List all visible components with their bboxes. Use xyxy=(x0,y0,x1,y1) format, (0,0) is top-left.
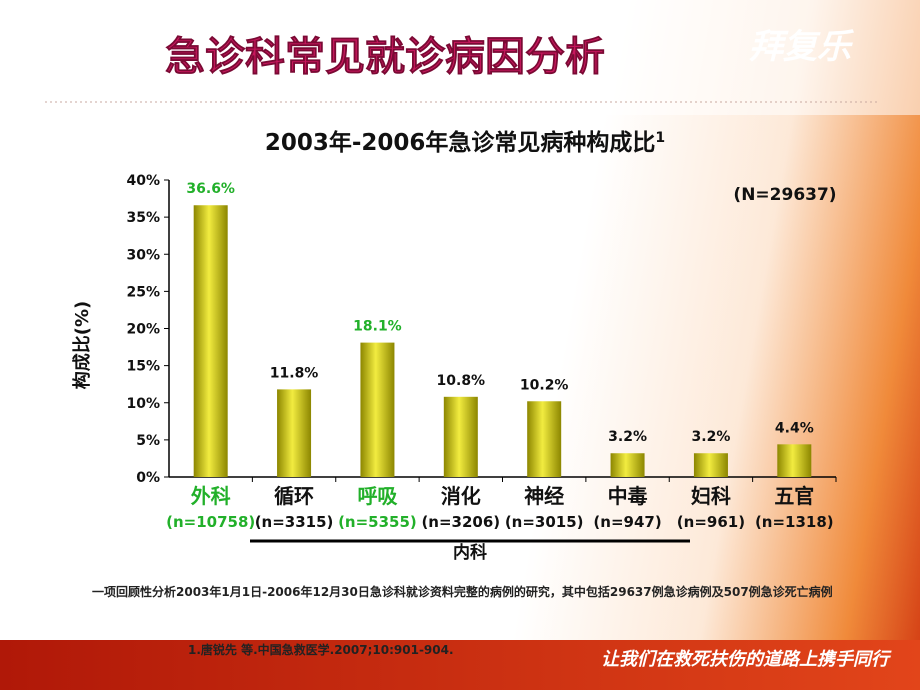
logo: 拜复乐 xyxy=(749,27,854,67)
footnote: 一项回顾性分析2003年1月1日-2006年12月30日急诊科就诊资料完整的病例… xyxy=(92,585,833,599)
x-sublabel: (n=1318) xyxy=(755,513,834,531)
bar xyxy=(360,342,395,477)
chart-title: 2003年-2006年急诊常见病种构成比1 xyxy=(265,129,665,156)
value-label: 11.8% xyxy=(270,365,319,381)
y-tick-label: 40% xyxy=(126,173,160,189)
x-tick-label: 中毒 xyxy=(608,484,648,508)
x-tick-label: 神经 xyxy=(524,484,564,508)
x-tick-label: 呼吸 xyxy=(357,484,398,508)
y-tick-label: 10% xyxy=(126,396,160,412)
y-tick-label: 20% xyxy=(126,322,160,338)
bar xyxy=(693,453,728,477)
value-label: 18.1% xyxy=(353,319,402,335)
y-tick-label: 0% xyxy=(136,470,160,486)
value-label: 4.4% xyxy=(775,420,814,436)
y-tick-label: 35% xyxy=(126,210,160,226)
x-sublabel: (n=3015) xyxy=(505,513,584,531)
slide-title: 急诊科常见就诊病因分析 xyxy=(165,34,605,80)
group-label: 内科 xyxy=(453,542,487,563)
reference: 1.唐锐先 等.中国急救医学.2007;10:901-904. xyxy=(188,642,454,657)
x-tick-label: 循环 xyxy=(274,484,314,508)
value-label: 36.6% xyxy=(186,181,235,197)
x-sublabel: (n=5355) xyxy=(338,513,417,531)
header-bg xyxy=(0,0,920,115)
bar xyxy=(777,444,812,477)
x-tick-label: 消化 xyxy=(441,484,481,508)
x-sublabel: (n=3206) xyxy=(421,513,500,531)
chart-title-text: 2003年-2006年急诊常见病种构成比 xyxy=(265,129,656,156)
y-axis-label: 构成比(%) xyxy=(71,301,93,390)
value-label: 3.2% xyxy=(692,429,731,445)
x-tick-label: 五官 xyxy=(774,484,814,508)
slogan: 让我们在救死扶伤的道路上携手同行 xyxy=(601,649,892,670)
bar xyxy=(610,453,645,477)
x-tick-label: 外科 xyxy=(191,484,231,508)
annotation: (N=29637) xyxy=(733,185,836,205)
value-label: 10.2% xyxy=(520,377,569,393)
footnote-box: 一项回顾性分析2003年1月1日-2006年12月30日急诊科就诊资料完整的病例… xyxy=(92,585,833,599)
bar xyxy=(193,205,228,477)
y-tick-label: 30% xyxy=(126,247,160,263)
superscript: 1 xyxy=(655,130,665,146)
value-label: 10.8% xyxy=(437,373,486,389)
x-sublabel: (n=947) xyxy=(593,513,661,531)
y-tick-label: 15% xyxy=(126,359,160,375)
footer-band xyxy=(0,640,920,690)
bar xyxy=(443,396,478,477)
bar xyxy=(277,389,312,477)
y-tick-label: 25% xyxy=(126,284,160,300)
bar xyxy=(527,401,562,477)
x-tick-label: 妇科 xyxy=(691,484,731,508)
y-tick-label: 5% xyxy=(136,433,160,449)
x-sublabel: (n=10758) xyxy=(166,513,255,531)
x-sublabel: (n=961) xyxy=(677,513,745,531)
x-sublabel: (n=3315) xyxy=(255,513,334,531)
value-label: 3.2% xyxy=(608,429,647,445)
